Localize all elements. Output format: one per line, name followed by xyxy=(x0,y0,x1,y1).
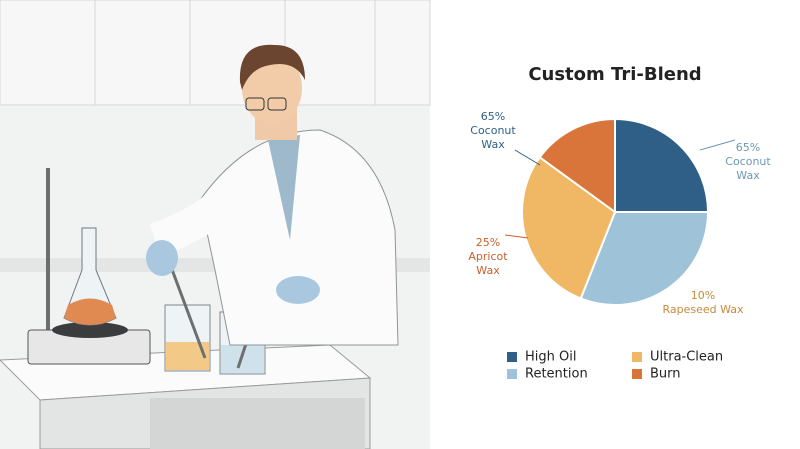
slice-annotation: Apricot xyxy=(468,250,508,263)
legend-swatch xyxy=(632,352,642,362)
slice-annotation: 10% xyxy=(691,289,715,302)
leader-line xyxy=(514,149,541,166)
slice-annotation: 65% xyxy=(481,110,505,123)
slice-annotation: Rapeseed Wax xyxy=(662,303,744,316)
legend-label: Ultra-Clean xyxy=(650,350,723,365)
slice-annotation: 25% xyxy=(476,236,500,249)
slice-annotation: Wax xyxy=(481,138,505,151)
slice-annotation: 65% xyxy=(736,141,760,154)
legend-swatch xyxy=(632,369,642,379)
chart-title: Custom Tri-Blend xyxy=(528,64,701,85)
lab-illustration xyxy=(0,0,431,449)
legend-label: Burn xyxy=(650,367,681,382)
slice-annotation: Wax xyxy=(736,169,760,182)
slice-annotation: Coconut xyxy=(470,124,516,137)
pie-slice xyxy=(579,211,710,306)
leader-line xyxy=(504,234,529,239)
slice-annotation: Coconut xyxy=(725,155,771,168)
leader-line xyxy=(699,139,736,151)
legend-label: Retention xyxy=(525,367,588,382)
slice-annotation: Wax xyxy=(476,264,500,277)
legend-swatch xyxy=(507,369,517,379)
pie-slice xyxy=(538,117,616,214)
pie-slice xyxy=(614,117,710,213)
legend-swatch xyxy=(507,352,517,362)
legend-label: High Oil xyxy=(525,350,576,365)
